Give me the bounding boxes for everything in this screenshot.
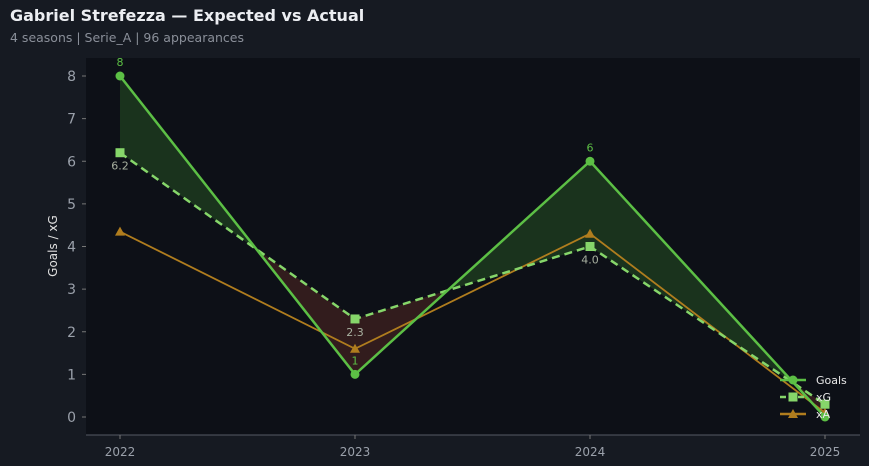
x-tick-label: 2025 [810,445,841,459]
y-tick-label: 6 [67,154,76,170]
data-point-goals [820,412,830,422]
chart-subtitle: 4 seasons | Serie_A | 96 appearances [10,30,244,45]
data-point-xg [115,148,125,158]
data-point-xa [585,228,595,238]
y-tick-label: 0 [67,410,76,426]
data-point-goals [115,71,125,81]
data-point-goals [350,369,360,379]
legend-label: xA [816,408,831,421]
y-tick-label: 2 [67,325,76,341]
data-label: 6 [587,141,594,154]
data-point-xg [585,242,595,251]
y-tick-label: 8 [67,69,76,85]
legend-label: Goals [816,374,847,387]
x-tick-label: 2022 [105,445,136,459]
y-axis-label: Goals / xG [46,215,60,277]
data-label: 1 [352,354,359,367]
series-line-goals [119,75,826,418]
legend-marker [788,375,798,385]
x-tick-label: 2024 [575,445,606,459]
data-point-xg [350,314,360,324]
data-label: 8 [117,56,124,69]
data-label: 4.0 [581,254,599,267]
chart-title: Gabriel Strefezza — Expected vs Actual [10,6,365,25]
data-point-xa [350,343,360,353]
data-label: 6.2 [111,160,129,173]
legend-label: xG [816,391,831,404]
series-line-xg [119,151,826,406]
plot-area [86,58,860,435]
data-point-xg [820,399,830,409]
data-point-goals [585,156,595,166]
legend-marker [788,409,798,418]
series-line-xa [119,230,826,414]
data-point-xa [115,226,125,236]
y-tick-label: 1 [67,367,76,383]
x-tick-label: 2023 [340,445,371,459]
data-label: 2.3 [346,326,364,339]
y-tick-label: 4 [67,240,76,256]
y-tick-label: 7 [67,112,76,128]
y-tick-label: 5 [67,197,76,213]
legend-marker [788,392,798,402]
y-tick-label: 3 [67,282,76,298]
